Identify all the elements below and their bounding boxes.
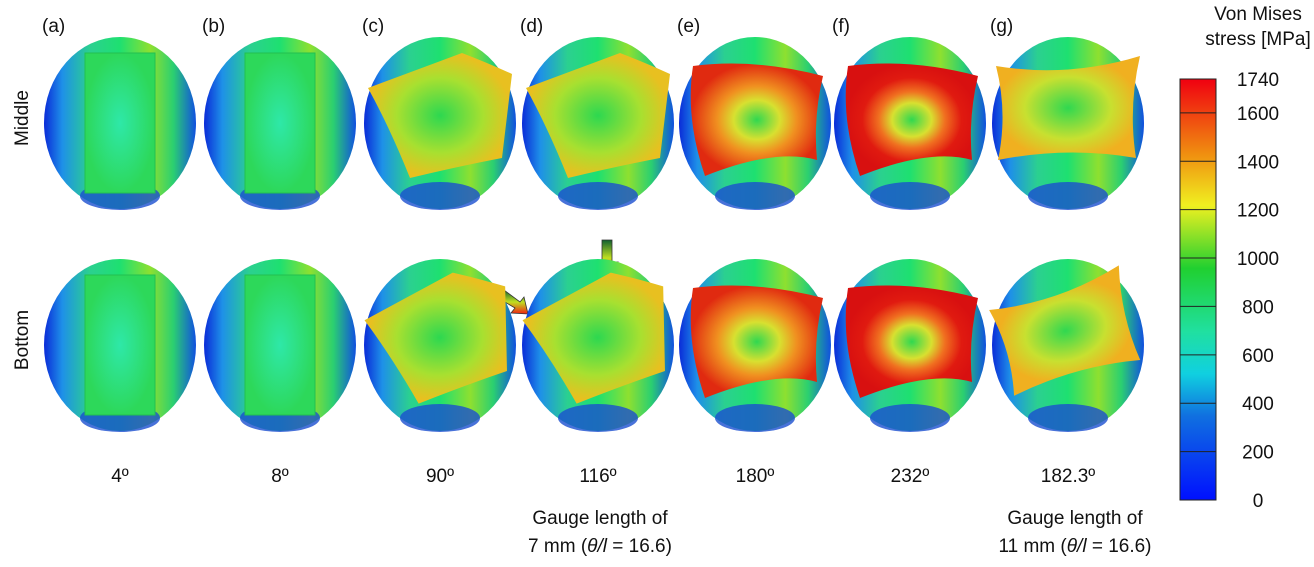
specimen bbox=[992, 37, 1144, 210]
note-line: Gauge length of bbox=[532, 508, 668, 529]
specimen-foot bbox=[558, 404, 638, 432]
specimen-foot bbox=[400, 404, 480, 432]
panel-label: (g) bbox=[990, 16, 1013, 37]
specimen-top bbox=[845, 63, 978, 176]
specimen bbox=[44, 37, 196, 210]
specimen-foot bbox=[715, 182, 795, 210]
specimen bbox=[522, 37, 674, 210]
specimen-top bbox=[522, 272, 665, 404]
specimen-top bbox=[244, 52, 316, 194]
panel-label: (c) bbox=[362, 16, 384, 37]
colorbar-tick-label: 1000 bbox=[1237, 249, 1279, 270]
panel-label: (b) bbox=[202, 16, 225, 37]
colorbar-tick-label: 1400 bbox=[1237, 152, 1279, 173]
specimen-top bbox=[996, 56, 1140, 160]
specimen bbox=[364, 259, 516, 432]
angle-label: 116º bbox=[579, 466, 616, 487]
specimen bbox=[44, 259, 196, 432]
specimen-foot bbox=[558, 182, 638, 210]
angle-label: 8º bbox=[271, 466, 289, 487]
colorbar-title: stress [MPa] bbox=[1205, 29, 1311, 50]
specimen bbox=[364, 37, 516, 210]
panel-label: (d) bbox=[520, 16, 543, 37]
note-line: 7 mm (θ/l = 16.6) bbox=[528, 536, 672, 557]
specimen-top bbox=[526, 53, 670, 178]
note-symbol: θ/l bbox=[1067, 536, 1088, 557]
angle-label: 90º bbox=[426, 466, 454, 487]
specimen bbox=[834, 37, 986, 210]
colorbar-tick-label: 1600 bbox=[1237, 104, 1279, 125]
specimen bbox=[679, 37, 831, 210]
panel-label: (f) bbox=[832, 16, 850, 37]
angle-label: 4º bbox=[111, 466, 129, 487]
specimen-top bbox=[989, 265, 1141, 396]
colorbar-tick-label: 0 bbox=[1253, 491, 1264, 512]
specimen-top bbox=[845, 285, 978, 398]
angle-label: 180º bbox=[736, 466, 775, 487]
angle-label: 232º bbox=[891, 466, 930, 487]
specimen bbox=[204, 259, 356, 432]
note-suffix: = 16.6) bbox=[1087, 536, 1152, 557]
specimen-top bbox=[84, 52, 156, 194]
note-suffix: = 16.6) bbox=[607, 536, 672, 557]
note-prefix: 11 mm ( bbox=[998, 536, 1067, 557]
panel-label: (a) bbox=[42, 16, 65, 37]
panel-label: (e) bbox=[677, 16, 700, 37]
specimen-top bbox=[244, 274, 316, 416]
specimen-foot bbox=[1028, 404, 1108, 432]
specimen-top bbox=[364, 272, 507, 404]
specimen bbox=[989, 259, 1144, 432]
row-label: Middle bbox=[12, 90, 33, 146]
angle-label: 182.3º bbox=[1041, 466, 1096, 487]
specimen bbox=[522, 259, 674, 432]
colorbar-tick-label: 400 bbox=[1242, 394, 1274, 415]
specimen-top bbox=[690, 63, 823, 176]
specimen bbox=[204, 37, 356, 210]
row-label: Bottom bbox=[12, 310, 33, 370]
colorbar bbox=[1179, 78, 1217, 501]
specimen bbox=[679, 259, 831, 432]
colorbar-title: Von Mises bbox=[1214, 4, 1302, 25]
note-line: Gauge length of bbox=[1007, 508, 1143, 529]
colorbar-tick-label: 600 bbox=[1242, 346, 1274, 367]
specimen-foot bbox=[870, 404, 950, 432]
specimen-foot bbox=[1028, 182, 1108, 210]
specimen-foot bbox=[715, 404, 795, 432]
specimen-foot bbox=[400, 182, 480, 210]
arrow bbox=[497, 289, 529, 315]
colorbar-tick-label: 800 bbox=[1242, 297, 1274, 318]
specimen-foot bbox=[870, 182, 950, 210]
colorbar-tick-label: 200 bbox=[1242, 443, 1274, 464]
note-line: 11 mm (θ/l = 16.6) bbox=[998, 536, 1151, 557]
note-symbol: θ/l bbox=[587, 536, 608, 557]
colorbar-tick-label: 1740 bbox=[1237, 70, 1279, 91]
note-prefix: 7 mm ( bbox=[528, 536, 588, 557]
specimen bbox=[834, 259, 986, 432]
specimen-top bbox=[690, 285, 823, 398]
specimen-top bbox=[84, 274, 156, 416]
specimen-top bbox=[368, 53, 512, 178]
colorbar-tick-label: 1200 bbox=[1237, 201, 1279, 222]
